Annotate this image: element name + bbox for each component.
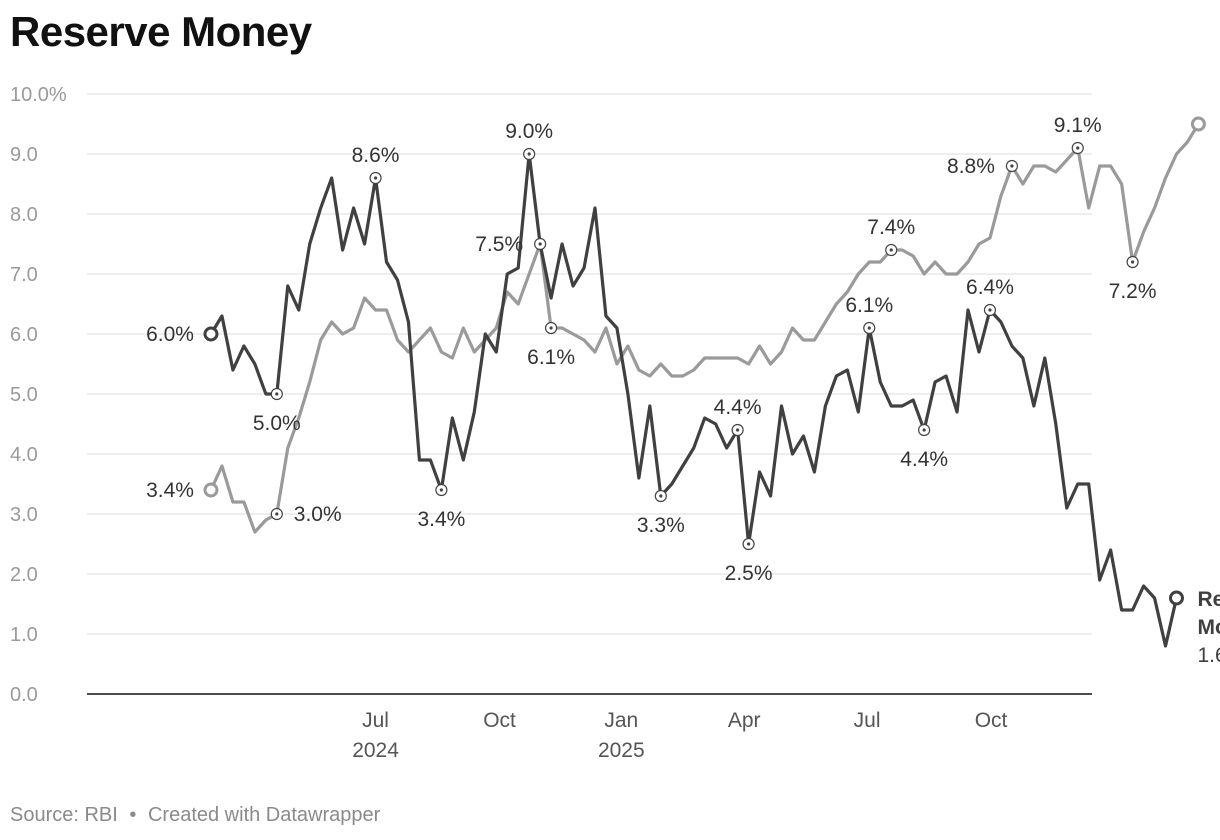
data-label: 4.4% <box>900 448 948 471</box>
data-label: 3.0% <box>294 503 342 526</box>
data-label: 6.0% <box>146 323 194 346</box>
data-label: 6.1% <box>527 346 575 369</box>
line-chart: 0.0 1.0 2.0 3.0 4.0 5.0 6.0 7.0 8.0 9.0 10.0% Jul 2… <box>10 84 1220 762</box>
data-label: 7.4% <box>867 216 915 239</box>
data-label: 8.8% <box>947 155 995 178</box>
data-label: 9.0% <box>505 120 553 143</box>
data-label: 4.4% <box>714 396 762 419</box>
annotation-marker-dot <box>373 176 378 180</box>
annotation-marker-dot <box>988 308 992 312</box>
y-tick-label: 6.0 <box>10 324 38 346</box>
data-label: 5.0% <box>253 412 301 435</box>
annotation-marker-dot <box>867 326 871 330</box>
data-label: 7.2% <box>1109 280 1157 303</box>
annotation-marker-dot <box>538 242 542 246</box>
series-line-reserve-money <box>209 152 1179 648</box>
series-lines <box>209 122 1201 648</box>
credit-label: Created with Datawrapper <box>147 804 381 826</box>
y-tick-label: 7.0 <box>10 264 38 286</box>
series-end-value: 1.6% <box>1197 644 1220 667</box>
x-tick-label: Jan <box>604 709 638 732</box>
data-label: 8.6% <box>352 144 400 167</box>
y-tick-label: 10.0% <box>10 84 67 106</box>
series-labels: CurrencyinCirculation9.5%ReserveMoney1.6… <box>1197 114 1220 667</box>
annotation-marker-dot <box>1076 146 1080 150</box>
x-tick-label: Jul <box>854 709 881 732</box>
annotation-marker-dot <box>746 542 751 546</box>
y-tick-label: 8.0 <box>10 204 38 226</box>
annotation-marker-dot <box>922 428 926 432</box>
x-tick-label: Apr <box>728 709 761 732</box>
endpoint-marker <box>1168 590 1184 606</box>
x-axis: Jul 2024 Oct Jan 2025 Apr Jul Oct <box>352 709 1007 762</box>
footer-separator: • <box>129 804 137 826</box>
x-tick-label: Oct <box>483 709 516 732</box>
x-tick-label: Jul <box>362 709 389 732</box>
source-label: Source: RBI <box>10 804 118 826</box>
annotation-marker-dot <box>659 494 663 498</box>
annotation-marker-dot <box>275 512 279 516</box>
series-line-currency-in-circulation <box>209 122 1201 534</box>
x-tick-label: Oct <box>975 709 1008 732</box>
annotation-marker-dot <box>275 392 279 396</box>
series-label-reserve-money: Reserve <box>1197 588 1220 611</box>
series-label-reserve-money: Money <box>1197 616 1220 639</box>
x-tick-sublabel: 2025 <box>598 739 645 762</box>
endpoint-marker <box>1190 116 1206 132</box>
gridlines <box>87 93 1092 695</box>
footer: Source: RBI • Created with Datawrapper <box>10 804 380 827</box>
y-tick-label: 1.0 <box>10 624 38 646</box>
annotation-marker-dot <box>736 428 740 432</box>
data-label: 3.4% <box>417 508 465 531</box>
y-tick-label: 3.0 <box>10 504 38 526</box>
y-tick-label: 5.0 <box>10 384 38 406</box>
data-label: 7.5% <box>475 233 523 256</box>
y-tick-label: 9.0 <box>10 144 38 166</box>
data-label: 2.5% <box>725 562 773 585</box>
y-tick-label: 0.0 <box>10 684 38 706</box>
chart-title: Reserve Money <box>10 8 312 55</box>
annotation-marker-dot <box>1010 164 1014 168</box>
x-tick-sublabel: 2024 <box>352 739 399 762</box>
data-label: 9.1% <box>1054 114 1102 137</box>
y-axis: 0.0 1.0 2.0 3.0 4.0 5.0 6.0 7.0 8.0 9.0 10.0% <box>10 84 67 706</box>
y-tick-label: 2.0 <box>10 564 38 586</box>
data-label: 6.1% <box>845 294 893 317</box>
annotation-marker-dot <box>549 326 553 330</box>
data-label: 3.4% <box>146 479 194 502</box>
data-label: 6.4% <box>966 276 1014 299</box>
data-label: 3.3% <box>637 514 685 537</box>
y-tick-label: 4.0 <box>10 444 38 466</box>
annotation-marker-dot <box>889 248 893 252</box>
annotations: 3.4% 3.0% 7.5% 6.1% 7.4% 8.8% 9.1% 7.2% 6.0% 5.0%… <box>146 114 1206 606</box>
endpoint-marker <box>203 326 219 342</box>
annotation-marker-dot <box>527 152 531 156</box>
endpoint-marker <box>203 482 219 498</box>
annotation-marker-dot <box>1130 260 1135 264</box>
annotation-marker-dot <box>439 488 443 492</box>
